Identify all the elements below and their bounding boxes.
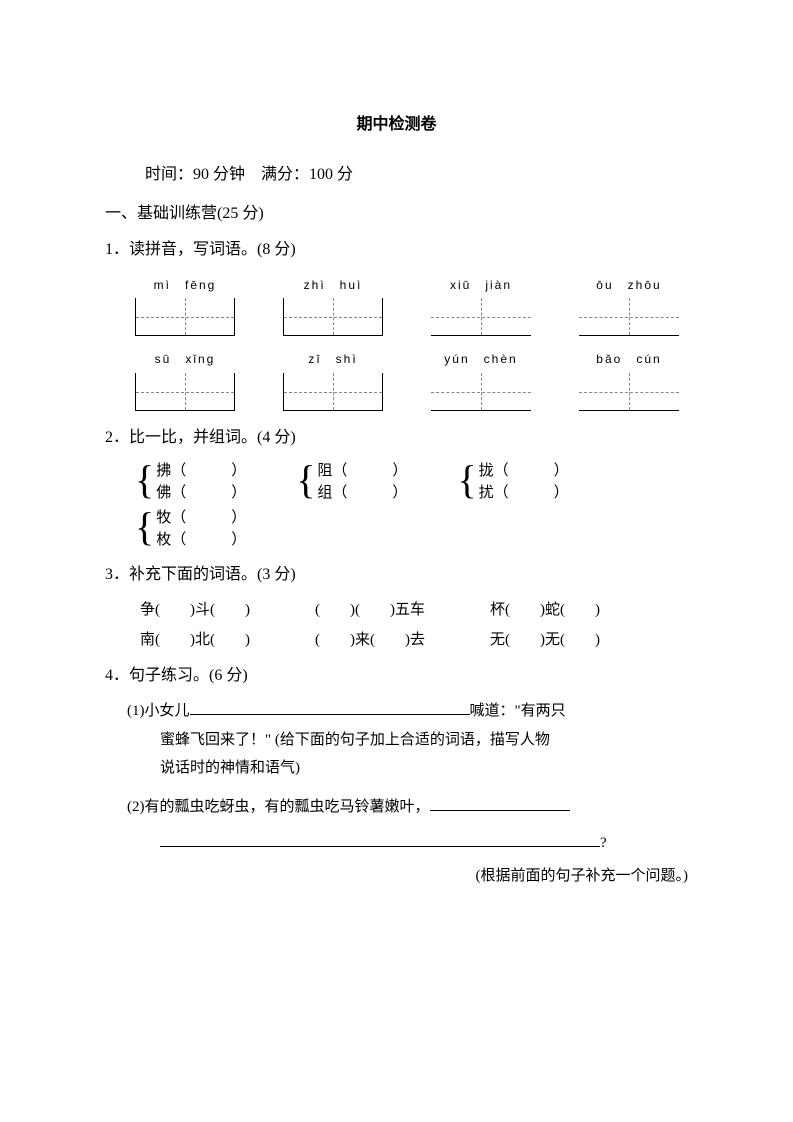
pinyin-box: yúnchèn [431,348,531,411]
pinyin-text: ōuzhōu [579,274,679,297]
compare-item: 枚（ ） [156,529,246,552]
pinyin-text: zhìhuì [283,274,383,297]
fill-row-1: 争( )斗( ) ( )( )五车 杯( )蛇( ) [105,596,688,625]
write-box [579,298,679,336]
compare-item: 牧（ ） [156,507,246,530]
brace-icon: { [457,460,476,505]
q4-1-prefix: (1)小女儿 [127,703,190,719]
write-box [431,298,531,336]
blank-line-long [160,832,600,847]
pinyin-text: xiūjiàn [431,274,531,297]
q4-sub1-line2: 蜜蜂飞回来了！" (给下面的句子加上合适的词语，描写人物 [105,726,688,755]
fill-idiom: 无( )无( ) [490,626,625,655]
brace-icon: { [296,460,315,505]
compare-group: {牧（ ）枚（ ） [135,507,246,552]
question-1: 1．读拼音，写词语。(8 分) [105,235,688,265]
q4-2-text: (2)有的瓢虫吃蚜虫，有的瓢虫吃马铃薯嫩叶， [127,799,430,815]
exam-info: 时间：90 分钟 满分：100 分 [105,160,688,190]
compare-item: 拂（ ） [156,460,246,483]
write-box [283,373,383,411]
pinyin-box: sūxǐng [135,348,235,411]
question-mark: ? [600,835,607,851]
pinyin-text: mìfēng [135,274,235,297]
q4-sub2-line1: (2)有的瓢虫吃蚜虫，有的瓢虫吃马铃薯嫩叶， [105,793,688,822]
fill-idiom: ( )( )五车 [315,596,450,625]
fill-idiom: 争( )斗( ) [140,596,275,625]
blank-line [430,796,570,811]
pinyin-box: zīshì [283,348,383,411]
q4-1-suffix: 喊道："有两只 [470,703,566,719]
write-box [579,373,679,411]
compare-row-2: {牧（ ）枚（ ） [105,507,688,552]
q4-sub1-line1: (1)小女儿 喊道："有两只 [105,697,688,726]
fill-idiom: ( )来( )去 [315,626,450,655]
write-box [431,373,531,411]
compare-item: 佛（ ） [156,482,246,505]
pinyin-box: bǎocún [579,348,679,411]
compare-item: 拢（ ） [479,460,569,483]
pinyin-box: zhìhuì [283,274,383,337]
pinyin-box: xiūjiàn [431,274,531,337]
fill-idiom: 杯( )蛇( ) [490,596,625,625]
write-box [135,373,235,411]
q4-sub1-line3: 说话时的神情和语气) [105,754,688,783]
brace-icon: { [135,460,154,505]
compare-group: {拢（ ）扰（ ） [457,460,568,505]
compare-item: 阻（ ） [317,460,407,483]
pinyin-box: mìfēng [135,274,235,337]
pinyin-box: ōuzhōu [579,274,679,337]
q4-sub2-line2: ? [105,829,688,858]
question-3: 3．补充下面的词语。(3 分) [105,560,688,590]
question-2: 2．比一比，并组词。(4 分) [105,423,688,453]
compare-item: 组（ ） [317,482,407,505]
pinyin-text: bǎocún [579,348,679,371]
section-1-heading: 一、基础训练营(25 分) [105,199,688,229]
question-4: 4．句子练习。(6 分) [105,661,688,691]
brace-icon: { [135,507,154,552]
page-title: 期中检测卷 [105,110,688,140]
write-box [135,298,235,336]
compare-group: {拂（ ）佛（ ） [135,460,246,505]
write-box [283,298,383,336]
compare-group: {阻（ ）组（ ） [296,460,407,505]
compare-item: 扰（ ） [479,482,569,505]
pinyin-boxes: mìfēng zhìhuì xiūjiàn ōuzhōu sūxǐng zīshì yúnc… [105,274,688,412]
pinyin-text: sūxǐng [135,348,235,371]
pinyin-text: zīshì [283,348,383,371]
blank-line [190,700,470,715]
q4-sub2-note: (根据前面的句子补充一个问题。) [105,862,688,891]
fill-row-2: 南( )北( ) ( )来( )去 无( )无( ) [105,626,688,655]
compare-row-1: {拂（ ）佛（ ）{阻（ ）组（ ）{拢（ ）扰（ ） [105,460,688,505]
pinyin-text: yúnchèn [431,348,531,371]
fill-idiom: 南( )北( ) [140,626,275,655]
